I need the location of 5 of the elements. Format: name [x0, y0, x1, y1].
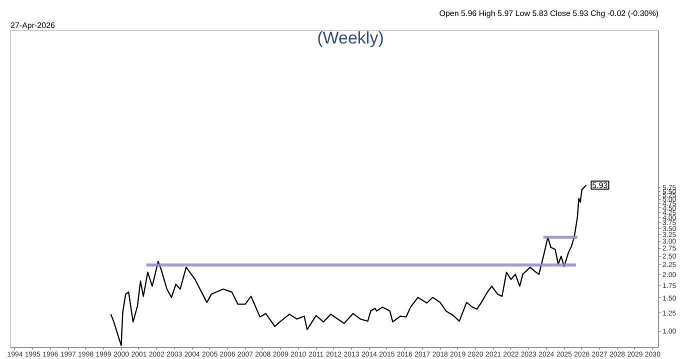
annotation: 5.93 [592, 181, 608, 190]
line-series [110, 184, 587, 346]
chart-title: (Weekly) [317, 28, 384, 48]
text: Open 5.96 High 5.97 Low 5.83 Close 5.93 Chg -0.02 (-0.30%) [439, 9, 659, 18]
text: 27-Apr-2026 [10, 21, 56, 30]
